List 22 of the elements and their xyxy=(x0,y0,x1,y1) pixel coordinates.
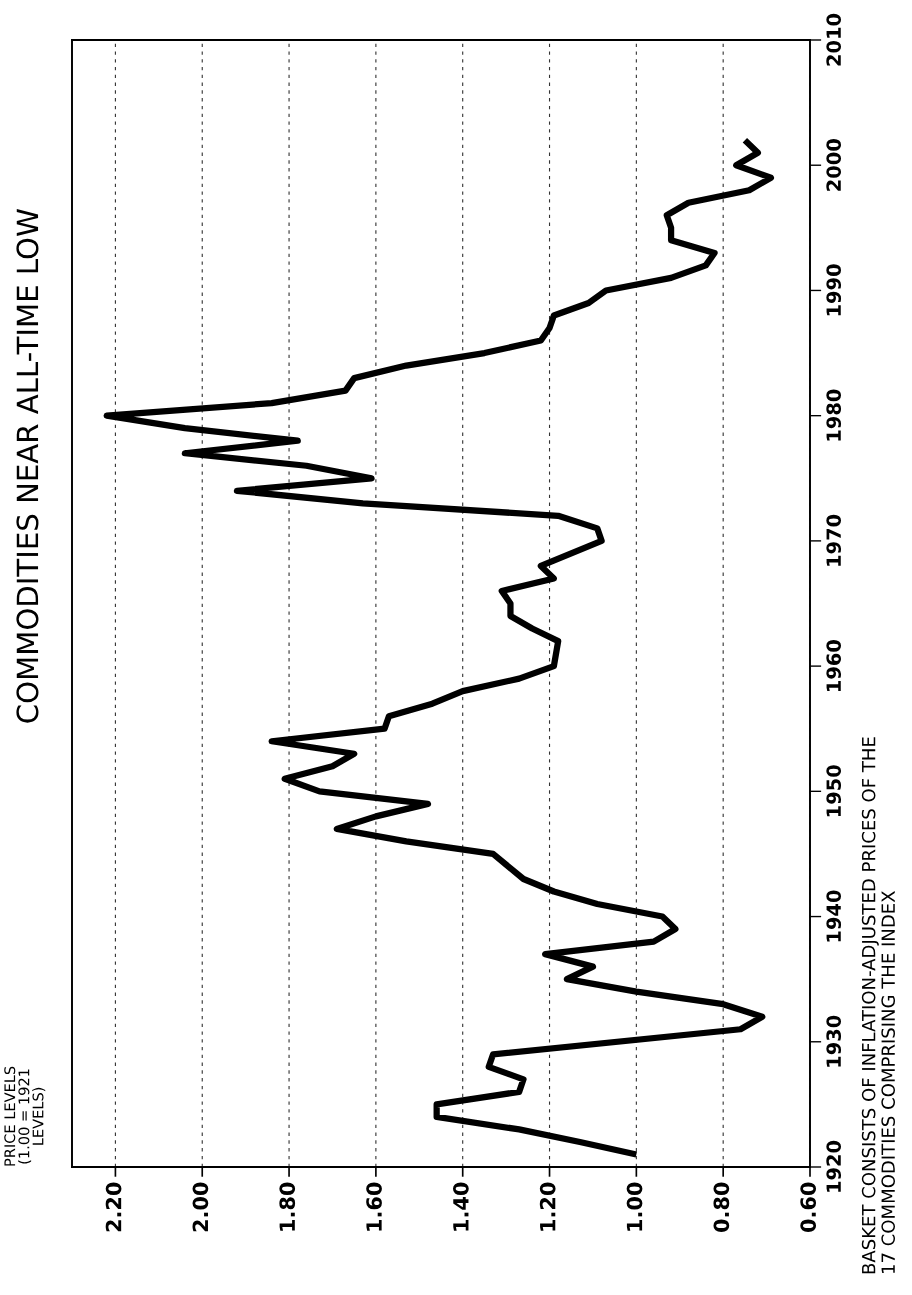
text: COMMODITIES NEAR ALL-TIME LOW xyxy=(16,209,39,723)
x-tick-label: 1.00 xyxy=(626,1182,643,1231)
x-tick-label: 1.80 xyxy=(279,1182,296,1231)
text: BASKET CONSISTS OF INFLATION-ADJUSTED PRICES OF THE 17 COMMODITIES COMPRISING THE INDEX xyxy=(861,737,896,1274)
text: PRICE LEVELS (1.00 = 1921 LEVELS) xyxy=(4,1066,46,1166)
x-tick-label: 1.20 xyxy=(539,1182,556,1231)
x-tick-label: 2.00 xyxy=(192,1182,209,1232)
x-tick-label: 1.40 xyxy=(452,1182,469,1231)
y-tick-label: 1990 xyxy=(826,264,842,316)
y-tick-label: 1950 xyxy=(826,765,842,817)
y-tick-label: 1970 xyxy=(826,514,842,566)
y-tick-label: 1960 xyxy=(826,639,842,691)
y-tick-label: 1920 xyxy=(826,1140,842,1192)
y-tick-label: 2010 xyxy=(826,13,842,66)
y-tick-label: 1940 xyxy=(826,890,842,942)
x-tick-label: 2.20 xyxy=(105,1182,122,1232)
y-tick-label: 1930 xyxy=(826,1015,842,1067)
y-tick-label: 2000 xyxy=(826,139,842,191)
x-tick-label: 1.60 xyxy=(366,1182,382,1231)
x-tick-label: 0.60 xyxy=(800,1182,817,1232)
y-tick-label: 1980 xyxy=(826,389,842,441)
x-tick-label: 0.80 xyxy=(713,1182,730,1232)
